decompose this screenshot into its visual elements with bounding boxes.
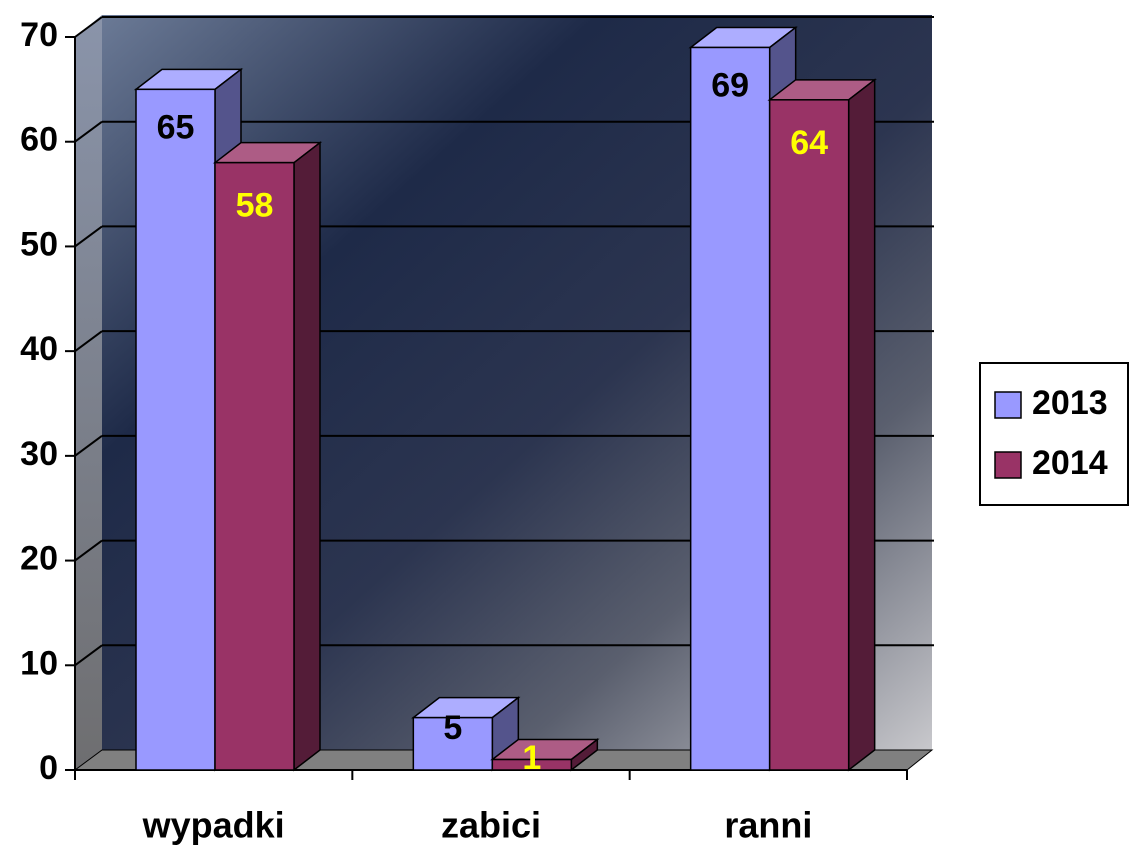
grid-line: [74, 120, 103, 143]
legend-swatch: [994, 391, 1022, 419]
legend-swatch: [994, 451, 1022, 479]
legend-label: 2013: [1032, 384, 1108, 422]
data-label: 69: [711, 66, 749, 104]
y-tick-label: 0: [39, 749, 58, 787]
bar: [491, 758, 573, 771]
bar: [412, 716, 494, 771]
bar: [214, 161, 295, 771]
data-label: 64: [790, 124, 828, 162]
side-wall: [75, 15, 102, 770]
legend-label: 2014: [1032, 444, 1108, 482]
bar: [135, 88, 216, 771]
x-tick-label: ranni: [724, 805, 812, 846]
grid-line: [74, 225, 103, 248]
legend: [979, 362, 1129, 506]
x-tick-label: zabici: [441, 805, 541, 846]
y-tick-label: 50: [20, 225, 58, 263]
bar: [768, 99, 850, 771]
grid-line: [74, 330, 103, 352]
y-tick-label: 10: [20, 644, 58, 682]
bar-side: [293, 141, 321, 772]
data-label: 65: [157, 108, 195, 146]
data-label: 58: [236, 187, 274, 225]
grid-line: [74, 644, 103, 667]
grid-line: [74, 435, 103, 457]
grid-line: [74, 16, 103, 38]
y-tick-label: 40: [20, 330, 58, 368]
bar-side: [847, 78, 876, 772]
y-tick-label: 30: [20, 435, 58, 473]
data-label: 1: [522, 739, 541, 777]
grid-line: [74, 539, 103, 562]
y-tick-label: 20: [20, 540, 58, 578]
y-tick-label: 70: [20, 16, 58, 54]
bar: [689, 46, 771, 771]
y-tick-label: 60: [20, 121, 58, 159]
x-tick-label: wypadki: [142, 805, 285, 846]
data-label: 5: [443, 709, 462, 747]
